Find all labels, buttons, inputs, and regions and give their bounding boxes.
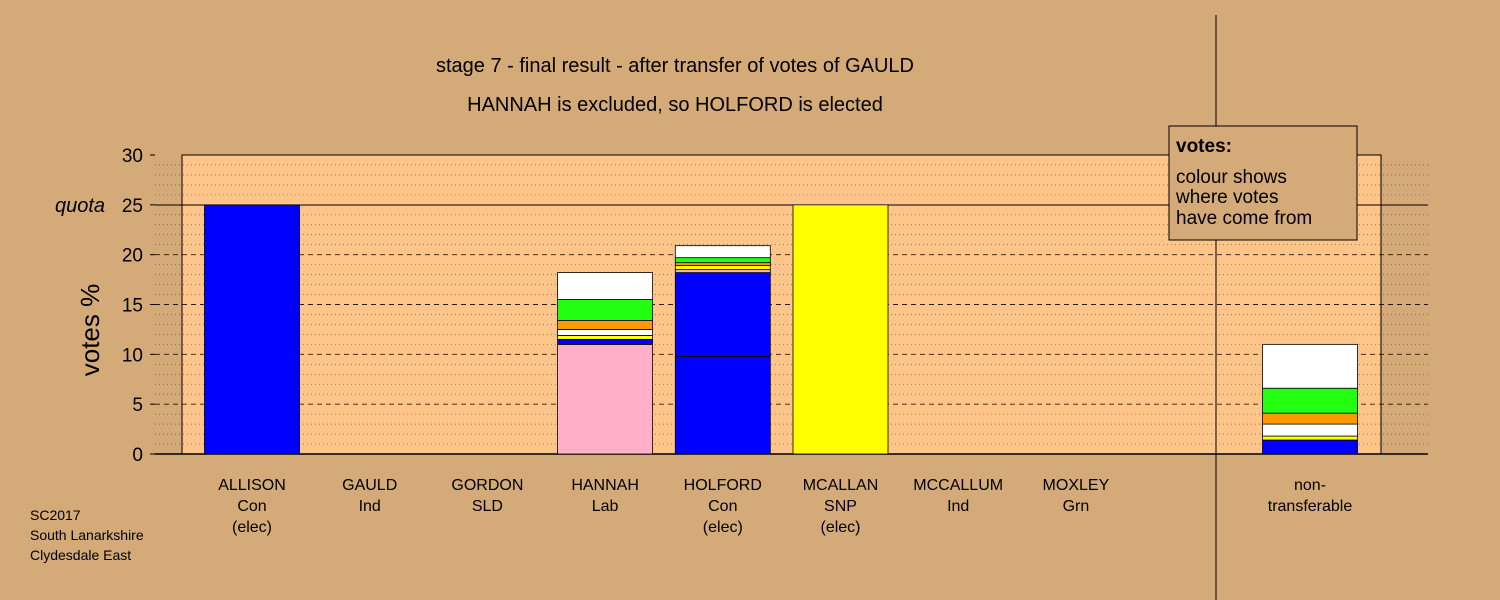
y-tick-label: 20 bbox=[122, 246, 143, 267]
candidate-label-party: SNP bbox=[824, 498, 857, 515]
bar-holford-segment-2 bbox=[674, 269, 771, 274]
candidate-label-name: ALLISON bbox=[218, 477, 286, 494]
bar-holford-segment-3 bbox=[674, 265, 771, 271]
legend-box bbox=[1168, 125, 1358, 241]
bar-non-transferable-segment-4 bbox=[1262, 387, 1358, 414]
source-line-2: South Lanarkshire bbox=[30, 527, 144, 543]
quota-label: quota bbox=[55, 195, 105, 217]
nt-label-line-1: non- bbox=[1294, 477, 1326, 494]
candidate-label-name: MOXLEY bbox=[1043, 477, 1110, 494]
bar-hannah-segment-2 bbox=[557, 334, 653, 340]
chart-subtitle: HANNAH is excluded, so HOLFORD is electe… bbox=[467, 94, 883, 116]
bar-hannah-segment-5 bbox=[557, 299, 653, 321]
candidate-label-status: (elec) bbox=[820, 519, 860, 536]
chart-title: stage 7 - final result - after transfer … bbox=[436, 55, 914, 77]
bar-non-transferable-segment-2 bbox=[1262, 423, 1358, 437]
y-tick-label: 10 bbox=[122, 345, 143, 366]
candidate-label-name: GAULD bbox=[342, 477, 397, 494]
bar-non-transferable-segment-0 bbox=[1262, 439, 1358, 455]
candidate-label-name: GORDON bbox=[451, 477, 523, 494]
y-tick-label: 30 bbox=[122, 146, 143, 167]
candidate-label-party: SLD bbox=[472, 498, 503, 515]
legend: votes: colour shows where votes have com… bbox=[1168, 125, 1358, 241]
candidate-labels: ALLISON Con (elec) GAULD Ind GORDON SLD HANNAH L… bbox=[218, 477, 1109, 536]
y-tick-label: 25 bbox=[122, 196, 143, 217]
y-axis-label: votes % bbox=[75, 284, 105, 377]
legend-line-2: where votes bbox=[1175, 187, 1278, 208]
y-tick-label: 15 bbox=[122, 296, 143, 317]
bar-mcallan-segment-0 bbox=[792, 204, 889, 455]
bar-holford-segment-1 bbox=[674, 272, 771, 357]
candidate-label-name: HANNAH bbox=[571, 477, 639, 494]
bar-hannah-segment-4 bbox=[557, 320, 653, 330]
legend-line-3: have come from bbox=[1176, 208, 1312, 229]
source-line-3: Clydesdale East bbox=[30, 547, 131, 563]
candidate-label-party: Lab bbox=[592, 498, 619, 515]
candidate-label-party: Ind bbox=[359, 498, 381, 515]
candidate-label-party: Grn bbox=[1063, 498, 1090, 515]
candidate-label-name: MCALLAN bbox=[803, 477, 879, 494]
candidate-label-name: MCCALLUM bbox=[913, 477, 1003, 494]
candidate-label-name: HOLFORD bbox=[684, 477, 762, 494]
bar-holford-segment-5 bbox=[674, 257, 771, 264]
legend-heading: votes: bbox=[1176, 136, 1232, 157]
bar-hannah-segment-3 bbox=[557, 329, 653, 336]
bar-hannah-segment-0 bbox=[557, 343, 653, 455]
bar-holford-segment-6 bbox=[674, 245, 771, 259]
y-tick-labels: 0 5 10 15 20 25 30 bbox=[122, 146, 155, 466]
candidate-label-status: (elec) bbox=[232, 519, 272, 536]
candidate-label-party: Con bbox=[237, 498, 266, 515]
bar-holford-segment-4 bbox=[674, 262, 771, 267]
bar-non-transferable-segment-5 bbox=[1262, 343, 1358, 389]
bar-non-transferable-segment-3 bbox=[1262, 412, 1358, 425]
y-tick-label: 0 bbox=[132, 445, 143, 466]
bar-allison-segment-0 bbox=[204, 204, 300, 455]
candidate-label-status: (elec) bbox=[703, 519, 743, 536]
source-line-1: SC2017 bbox=[30, 507, 81, 523]
bar-non-transferable-segment-1 bbox=[1262, 435, 1358, 441]
candidate-label-party: Con bbox=[708, 498, 737, 515]
y-tick-label: 5 bbox=[132, 395, 143, 416]
bar-hannah-segment-6 bbox=[557, 272, 653, 300]
bars bbox=[204, 204, 1358, 455]
bar-holford-segment-0 bbox=[674, 355, 771, 455]
candidate-label-party: Ind bbox=[947, 498, 969, 515]
legend-line-1: colour shows bbox=[1176, 167, 1287, 188]
nt-label-line-2: transferable bbox=[1268, 498, 1353, 515]
bar-hannah-segment-1 bbox=[557, 338, 653, 345]
